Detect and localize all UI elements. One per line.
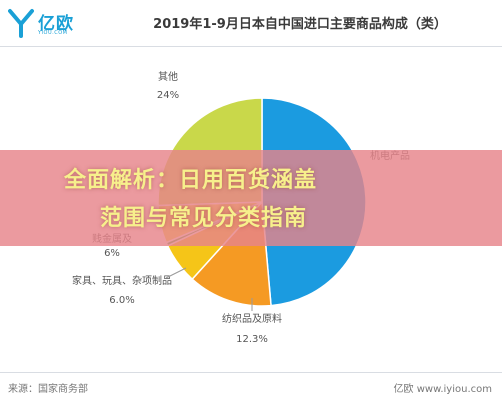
site-credit: 亿欧 www.iyiou.com: [393, 384, 492, 395]
banner-line-2: 范围与常见分类指南: [100, 206, 308, 231]
footer: 来源：国家商务部 亿欧 www.iyiou.com: [0, 372, 502, 401]
logo-subtext: YIOU.COM: [38, 30, 68, 36]
logo: 亿欧 YIOU.COM: [8, 8, 108, 40]
value-other: 24%: [157, 90, 179, 101]
label-other: 其他: [158, 70, 178, 83]
value-base-metals-partial: 6%: [104, 248, 120, 259]
leader-furniture: [165, 267, 187, 279]
source-note: 来源：国家商务部: [8, 384, 88, 395]
chart-title: 2019年1-9月日本自中国进口主要商品构成（类）: [153, 17, 447, 32]
banner-line-1: 全面解析：日用百货涵盖: [64, 168, 318, 193]
watermark-banner: 全面解析：日用百货涵盖 范围与常见分类指南: [0, 150, 502, 246]
label-furniture: 家具、玩具、杂项制品: [72, 274, 172, 287]
logo-mark-icon: [8, 9, 34, 38]
logo-text: 亿欧: [38, 14, 74, 34]
value-textiles: 12.3%: [236, 334, 268, 345]
label-textiles: 纺织品及原料: [222, 312, 282, 325]
value-furniture: 6.0%: [109, 295, 134, 306]
header: 亿欧 YIOU.COM 2019年1-9月日本自中国进口主要商品构成（类）: [0, 0, 502, 47]
